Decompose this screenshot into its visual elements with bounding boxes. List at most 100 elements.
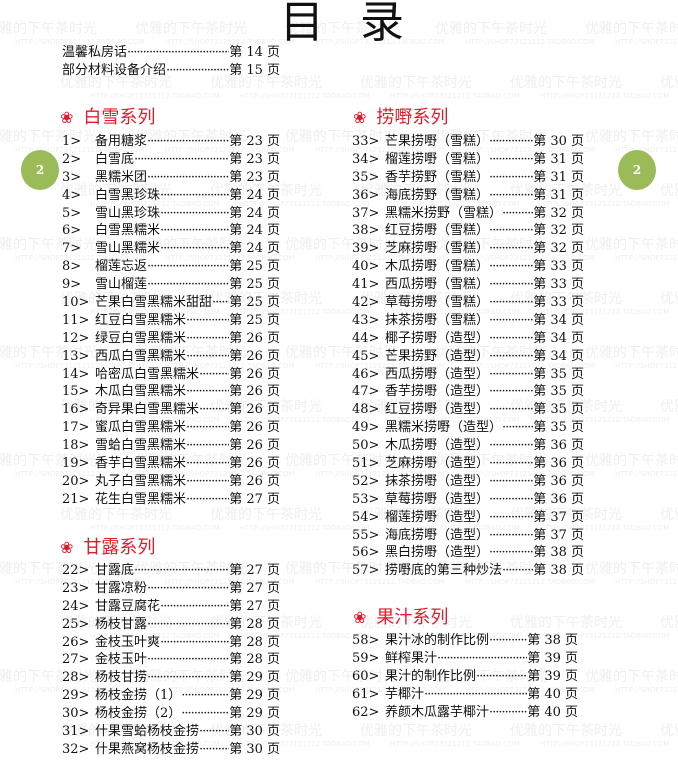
toc-entry[interactable]: 52> 抹茶捞嘢（造型） 第 36 页 bbox=[352, 473, 584, 491]
entry-number: 33> bbox=[352, 134, 380, 149]
toc-entry[interactable]: 42> 草莓捞嘢（雪糕） 第 33 页 bbox=[352, 294, 584, 312]
toc-entry[interactable]: 9> 雪山榴莲 第 25 页 bbox=[62, 276, 280, 294]
toc-entry[interactable]: 18> 雪蛤白雪黑糯米 第 26 页 bbox=[62, 437, 280, 455]
entry-name: 雪蛤白雪黑糯米 bbox=[95, 438, 187, 454]
toc-entry[interactable]: 55> 海底捞嘢（造型） 第 37 页 bbox=[352, 527, 584, 545]
entry-page: 第 26 页 bbox=[229, 420, 280, 436]
toc-entry[interactable]: 22> 甘露底 第 27 页 bbox=[62, 562, 280, 580]
toc-entry[interactable]: 37> 黑糯米捞野（雪糕） 第 32 页 bbox=[352, 205, 584, 223]
toc-entry[interactable]: 24> 甘露豆腐花 第 27 页 bbox=[62, 598, 280, 616]
toc-entry[interactable]: 44> 椰子捞嘢（造型） 第 34 页 bbox=[352, 330, 584, 348]
dot-leader bbox=[489, 222, 533, 240]
toc-entry[interactable]: 5> 雪山黑珍珠 第 24 页 bbox=[62, 205, 280, 223]
entry-name: 榴莲捞嘢（造型） bbox=[385, 509, 490, 525]
dot-leader bbox=[147, 616, 229, 634]
toc-entry[interactable]: 23> 甘露凉粉 第 27 页 bbox=[62, 580, 280, 598]
toc-entry[interactable]: 49> 黑糯米捞嘢（造型） 第 35 页 bbox=[352, 419, 584, 437]
dot-leader bbox=[186, 348, 229, 366]
toc-entry[interactable]: 30> 杨枝金捞（2） 第 29 页 bbox=[62, 705, 280, 723]
toc-entry[interactable]: 1> 备用糖浆 第 23 页 bbox=[62, 133, 280, 151]
toc-entry[interactable]: 14> 哈密瓜白雪黑糯米 第 26 页 bbox=[62, 366, 280, 384]
entry-page: 第 36 页 bbox=[533, 456, 584, 472]
toc-entry[interactable]: 51> 芝麻捞嘢（造型） 第 36 页 bbox=[352, 455, 584, 473]
entry-number: 44> bbox=[352, 330, 380, 346]
toc-entry[interactable]: 62> 养颜木瓜露芋椰汁 第 40 页 bbox=[352, 704, 578, 722]
entry-number: 7> bbox=[62, 241, 82, 257]
toc-entry[interactable]: 36> 海底捞野（雪糕） 第 31 页 bbox=[352, 187, 584, 205]
toc-entry[interactable]: 4> 白雪黑珍珠 第 24 页 bbox=[62, 187, 280, 205]
dot-leader bbox=[489, 491, 533, 509]
entry-name: 红豆白雪黑糯米 bbox=[95, 312, 187, 328]
entry-number: 22> bbox=[62, 563, 90, 578]
toc-entry[interactable]: 29> 杨枝金捞（1） 第 29 页 bbox=[62, 687, 280, 705]
dot-leader bbox=[160, 187, 229, 205]
toc-entry[interactable]: 17> 蜜瓜白雪黑糯米 第 26 页 bbox=[62, 419, 280, 437]
toc-entry[interactable]: 35> 香芋捞野（雪糕） 第 31 页 bbox=[352, 169, 584, 187]
toc-entry[interactable]: 61> 芋椰汁 第 40 页 bbox=[352, 686, 578, 704]
entry-page: 第 38 页 bbox=[533, 563, 584, 579]
dot-leader bbox=[489, 455, 533, 473]
toc-entry[interactable]: 46> 西瓜捞嘢（造型） 第 35 页 bbox=[352, 366, 584, 384]
entry-number: 37> bbox=[352, 205, 380, 221]
toc-entry[interactable]: 10> 芒果白雪黑糯米甜甜第 25 页 bbox=[62, 294, 280, 312]
toc-entry[interactable]: 32> 什果燕窝杨枝金捞 第 30 页 bbox=[62, 741, 280, 759]
toc-entry[interactable]: 15> 木瓜白雪黑糯米 第 26 页 bbox=[62, 383, 280, 401]
toc-entry[interactable]: 33> 芒果捞嘢（雪糕） 第 30 页 bbox=[352, 133, 584, 151]
toc-entry[interactable]: 部分材料设备介绍 第 15 页 bbox=[62, 62, 280, 80]
entry-page: 第 32 页 bbox=[533, 241, 584, 257]
entry-page: 第 26 页 bbox=[229, 330, 280, 346]
toc-entry[interactable]: 11> 红豆白雪黑糯米 第 25 页 bbox=[62, 312, 280, 330]
toc-entry[interactable]: 27> 金枝玉叶 第 28 页 bbox=[62, 651, 280, 669]
toc-entry[interactable]: 47> 香芋捞嘢（造型） 第 35 页 bbox=[352, 383, 584, 401]
toc-entry[interactable]: 26> 金枝玉叶爽 第 28 页 bbox=[62, 634, 280, 652]
toc-entry[interactable]: 20> 丸子白雪黑糯米 第 26 页 bbox=[62, 473, 280, 491]
toc-entry[interactable]: 39> 芝麻捞嘢（雪糕） 第 32 页 bbox=[352, 240, 584, 258]
toc-entry[interactable]: 56> 黑白捞嘢（造型） 第 38 页 bbox=[352, 544, 584, 562]
toc-entry[interactable]: 13> 西瓜白雪黑糯米 第 26 页 bbox=[62, 348, 280, 366]
toc-entry[interactable]: 6> 白雪黑糯米 第 24 页 bbox=[62, 222, 280, 240]
toc-entry[interactable]: 3> 黑糯米团 第 23 页 bbox=[62, 169, 280, 187]
toc-entry[interactable]: 41> 西瓜捞嘢（雪糕） 第 33 页 bbox=[352, 276, 584, 294]
dot-leader bbox=[489, 312, 533, 330]
toc-entry[interactable]: 38> 红豆捞嘢（雪糕） 第 32 页 bbox=[352, 222, 584, 240]
watermark-url: HTTP://SHOP73121212.TAOBAO.COM bbox=[90, 92, 220, 100]
toc-entry[interactable]: 25> 杨枝甘露 第 28 页 bbox=[62, 616, 280, 634]
toc-entry[interactable]: 28> 杨枝甘捞 第 29 页 bbox=[62, 669, 280, 687]
toc-entry[interactable]: 50> 木瓜捞嘢（造型） 第 36 页 bbox=[352, 437, 584, 455]
entry-page: 第 39 页 bbox=[527, 668, 578, 684]
toc-entry[interactable]: 48> 红豆捞嘢（造型） 第 35 页 bbox=[352, 401, 584, 419]
toc-entry[interactable]: 59> 鲜榨果汁 第 39 页 bbox=[352, 650, 578, 668]
dot-leader bbox=[489, 366, 533, 384]
toc-entry[interactable]: 21> 花生白雪黑糯米 第 27 页 bbox=[62, 491, 280, 509]
toc-entry[interactable]: 2> 白雪底 第 23 页 bbox=[62, 151, 280, 169]
entry-number: 3> bbox=[62, 169, 82, 185]
toc-entry[interactable]: 7> 雪山黑糯米 第 24 页 bbox=[62, 240, 280, 258]
entry-number: 40> bbox=[352, 259, 380, 275]
toc-entry[interactable]: 54> 榴莲捞嘢（造型） 第 37 页 bbox=[352, 509, 584, 527]
dot-leader bbox=[166, 62, 229, 80]
toc-entry[interactable]: 16> 奇异果白雪黑糯米 第 26 页 bbox=[62, 401, 280, 419]
entry-number: 62> bbox=[352, 704, 380, 720]
toc-entry[interactable]: 45> 芒果捞野（造型） 第 34 页 bbox=[352, 348, 584, 366]
toc-entry[interactable]: 40> 木瓜捞嘢（雪糕） 第 33 页 bbox=[352, 258, 584, 276]
toc-entry[interactable]: 12> 绿豆白雪黑糯米 第 26 页 bbox=[62, 330, 280, 348]
entry-number: 42> bbox=[352, 295, 380, 311]
toc-entry[interactable]: 53> 草莓捞嘢（造型） 第 36 页 bbox=[352, 491, 584, 509]
toc-entry[interactable]: 8> 榴莲忘返 第 25 页 bbox=[62, 258, 280, 276]
toc-entry[interactable]: 60> 果汁的制作比例 第 39 页 bbox=[352, 668, 578, 686]
watermark-text: 优雅的下午茶时光 bbox=[585, 129, 678, 145]
toc-entry[interactable]: 31> 什果雪蛤杨枝金捞 第 30 页 bbox=[62, 723, 280, 741]
toc-entry[interactable]: 19> 香芋白雪黑糯米 第 26 页 bbox=[62, 455, 280, 473]
entry-number: 45> bbox=[352, 348, 380, 364]
toc-entry[interactable]: 43> 抹茶捞嘢（雪糕） 第 34 页 bbox=[352, 312, 584, 330]
toc-entry[interactable]: 温馨私房话 第 14 页 bbox=[62, 44, 280, 62]
entry-name: 海底捞嘢（造型） bbox=[385, 527, 490, 543]
toc-entry[interactable]: 57> 捞嘢底的第三种炒法 第 38 页 bbox=[352, 562, 584, 580]
toc-entry[interactable]: 58> 果汁冰的制作比例 第 38 页 bbox=[352, 632, 578, 650]
watermark-text: 优雅的下午茶时光 bbox=[135, 21, 247, 37]
toc-entry[interactable]: 34> 榴莲捞嘢（雪糕） 第 31 页 bbox=[352, 151, 584, 169]
entry-page: 第 14 页 bbox=[229, 45, 280, 60]
dot-leader bbox=[160, 222, 229, 240]
